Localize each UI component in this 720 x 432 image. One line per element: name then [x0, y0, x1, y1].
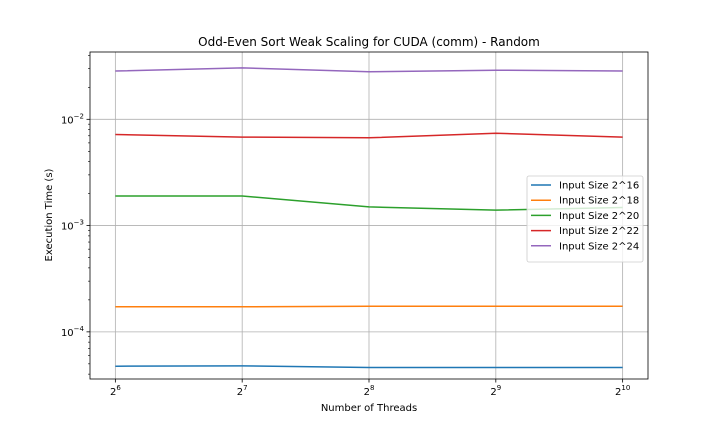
series-line [115, 132, 623, 139]
x-tick-label: 29 [490, 384, 501, 398]
x-tick-label: 28 [364, 384, 375, 398]
y-tick-label: 10−3 [61, 219, 84, 233]
x-tick-label: 210 [615, 384, 630, 398]
legend-label: Input Size 2^18 [559, 196, 639, 207]
legend-label: Input Size 2^20 [559, 211, 639, 222]
legend-label: Input Size 2^24 [559, 241, 639, 252]
series-line [115, 305, 623, 308]
series-line [115, 365, 623, 369]
legend-label: Input Size 2^16 [559, 181, 639, 192]
y-tick-label: 10−2 [61, 112, 84, 126]
y-tick-label: 10−4 [61, 325, 85, 339]
legend: Input Size 2^16 Input Size 2^18 Input Size… [526, 175, 644, 263]
legend-box [526, 175, 644, 263]
chart-title: Odd-Even Sort Weak Scaling for CUDA (com… [198, 35, 540, 49]
x-tick-label: 26 [110, 384, 121, 398]
axes: 26 27 28 29 210 10−4 10−3 10−2 [61, 55, 630, 398]
x-axis-title: Number of Threads [321, 403, 417, 414]
legend-label: Input Size 2^22 [559, 226, 639, 237]
series-line [115, 67, 623, 73]
y-axis-title: Execution Time (s) [44, 168, 55, 261]
x-tick-label: 27 [237, 384, 248, 398]
